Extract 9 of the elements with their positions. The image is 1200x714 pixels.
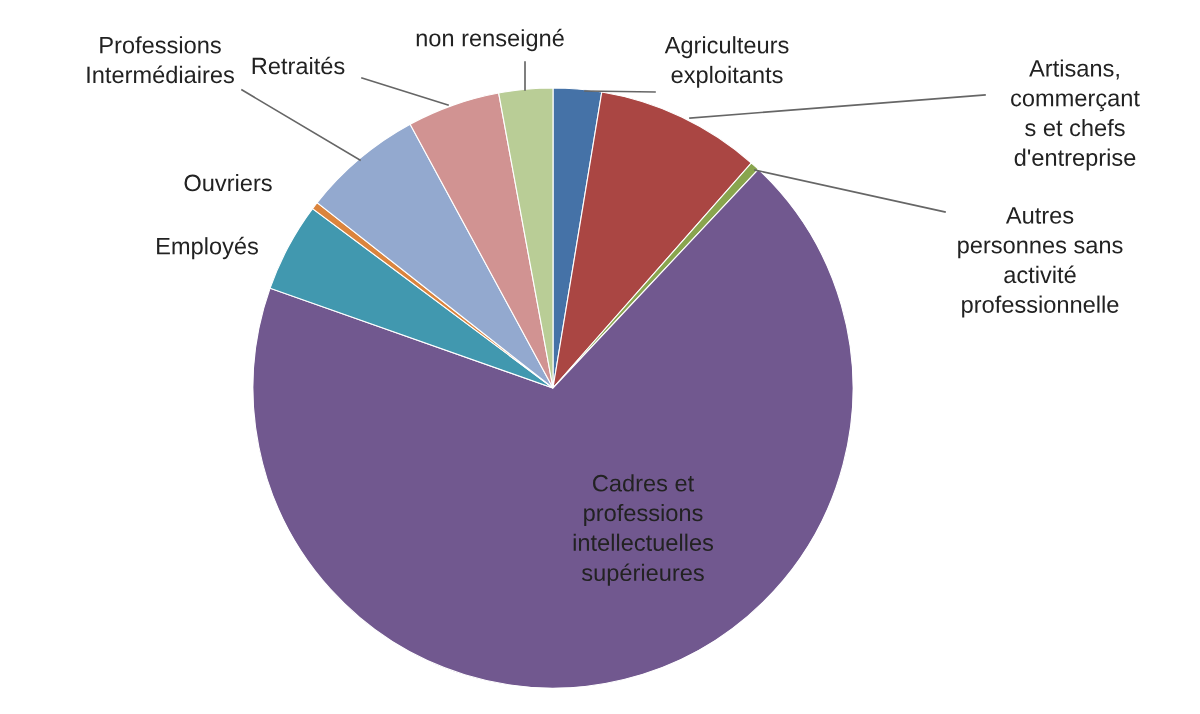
slice-label: Agriculteurs exploitants [664,36,789,88]
slice-label: Ouvriers [184,174,272,192]
slice-label: Employés [157,236,258,260]
slice-label: Autres personnes sans activité professionnelle [958,207,1123,318]
slice-label: Cadres et professions intellectuelles supérieures [573,474,714,586]
slice-label: non renseigné [416,28,564,52]
slice-label: Professions Intermédiaires [87,36,234,84]
slice-label: Retraités [252,56,345,75]
slice-label: Artisans, commerçant s et chefs d'entreprise [1011,59,1140,171]
